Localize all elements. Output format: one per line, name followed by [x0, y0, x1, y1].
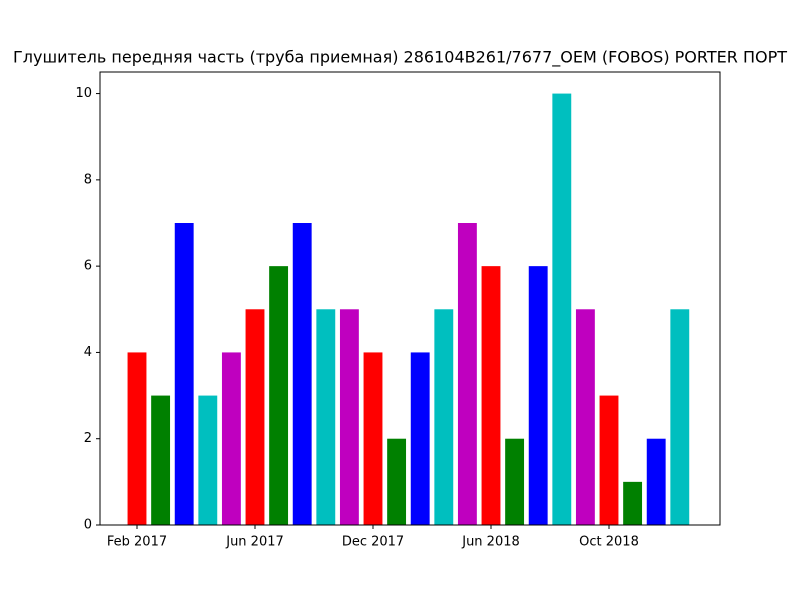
bar	[151, 395, 171, 525]
bar	[269, 266, 289, 525]
bar	[434, 309, 454, 525]
y-tick-label: 8	[84, 172, 92, 187]
bar	[410, 352, 430, 525]
x-tick-label: Oct 2018	[579, 535, 639, 550]
x-tick-label: Jun 2018	[461, 535, 520, 550]
bar	[316, 309, 336, 525]
bar	[481, 266, 501, 525]
bar	[339, 309, 359, 525]
chart-title: Глушитель передняя часть (труба приемная…	[13, 48, 787, 68]
bar	[599, 395, 619, 525]
x-tick-label: Jun 2017	[225, 535, 284, 550]
bar	[623, 481, 643, 525]
bar	[457, 223, 477, 525]
bar	[245, 309, 265, 525]
bar	[198, 395, 218, 525]
bar	[127, 352, 147, 525]
bar	[670, 309, 690, 525]
x-tick-label: Dec 2017	[342, 535, 404, 550]
bar	[552, 93, 572, 526]
bar	[575, 309, 595, 525]
y-tick-label: 4	[84, 345, 92, 360]
bar	[363, 352, 383, 525]
y-tick-label: 10	[75, 86, 92, 101]
bar	[505, 438, 525, 525]
plot-frame	[99, 71, 721, 526]
bar	[528, 266, 548, 525]
bar	[646, 438, 666, 525]
bar	[387, 438, 407, 525]
bar	[292, 223, 312, 525]
y-tick-label: 0	[84, 518, 92, 533]
bar	[174, 223, 194, 525]
bar	[221, 352, 241, 525]
y-tick-label: 2	[84, 431, 92, 446]
x-tick-label: Feb 2017	[107, 535, 167, 550]
y-tick-label: 6	[84, 259, 92, 274]
